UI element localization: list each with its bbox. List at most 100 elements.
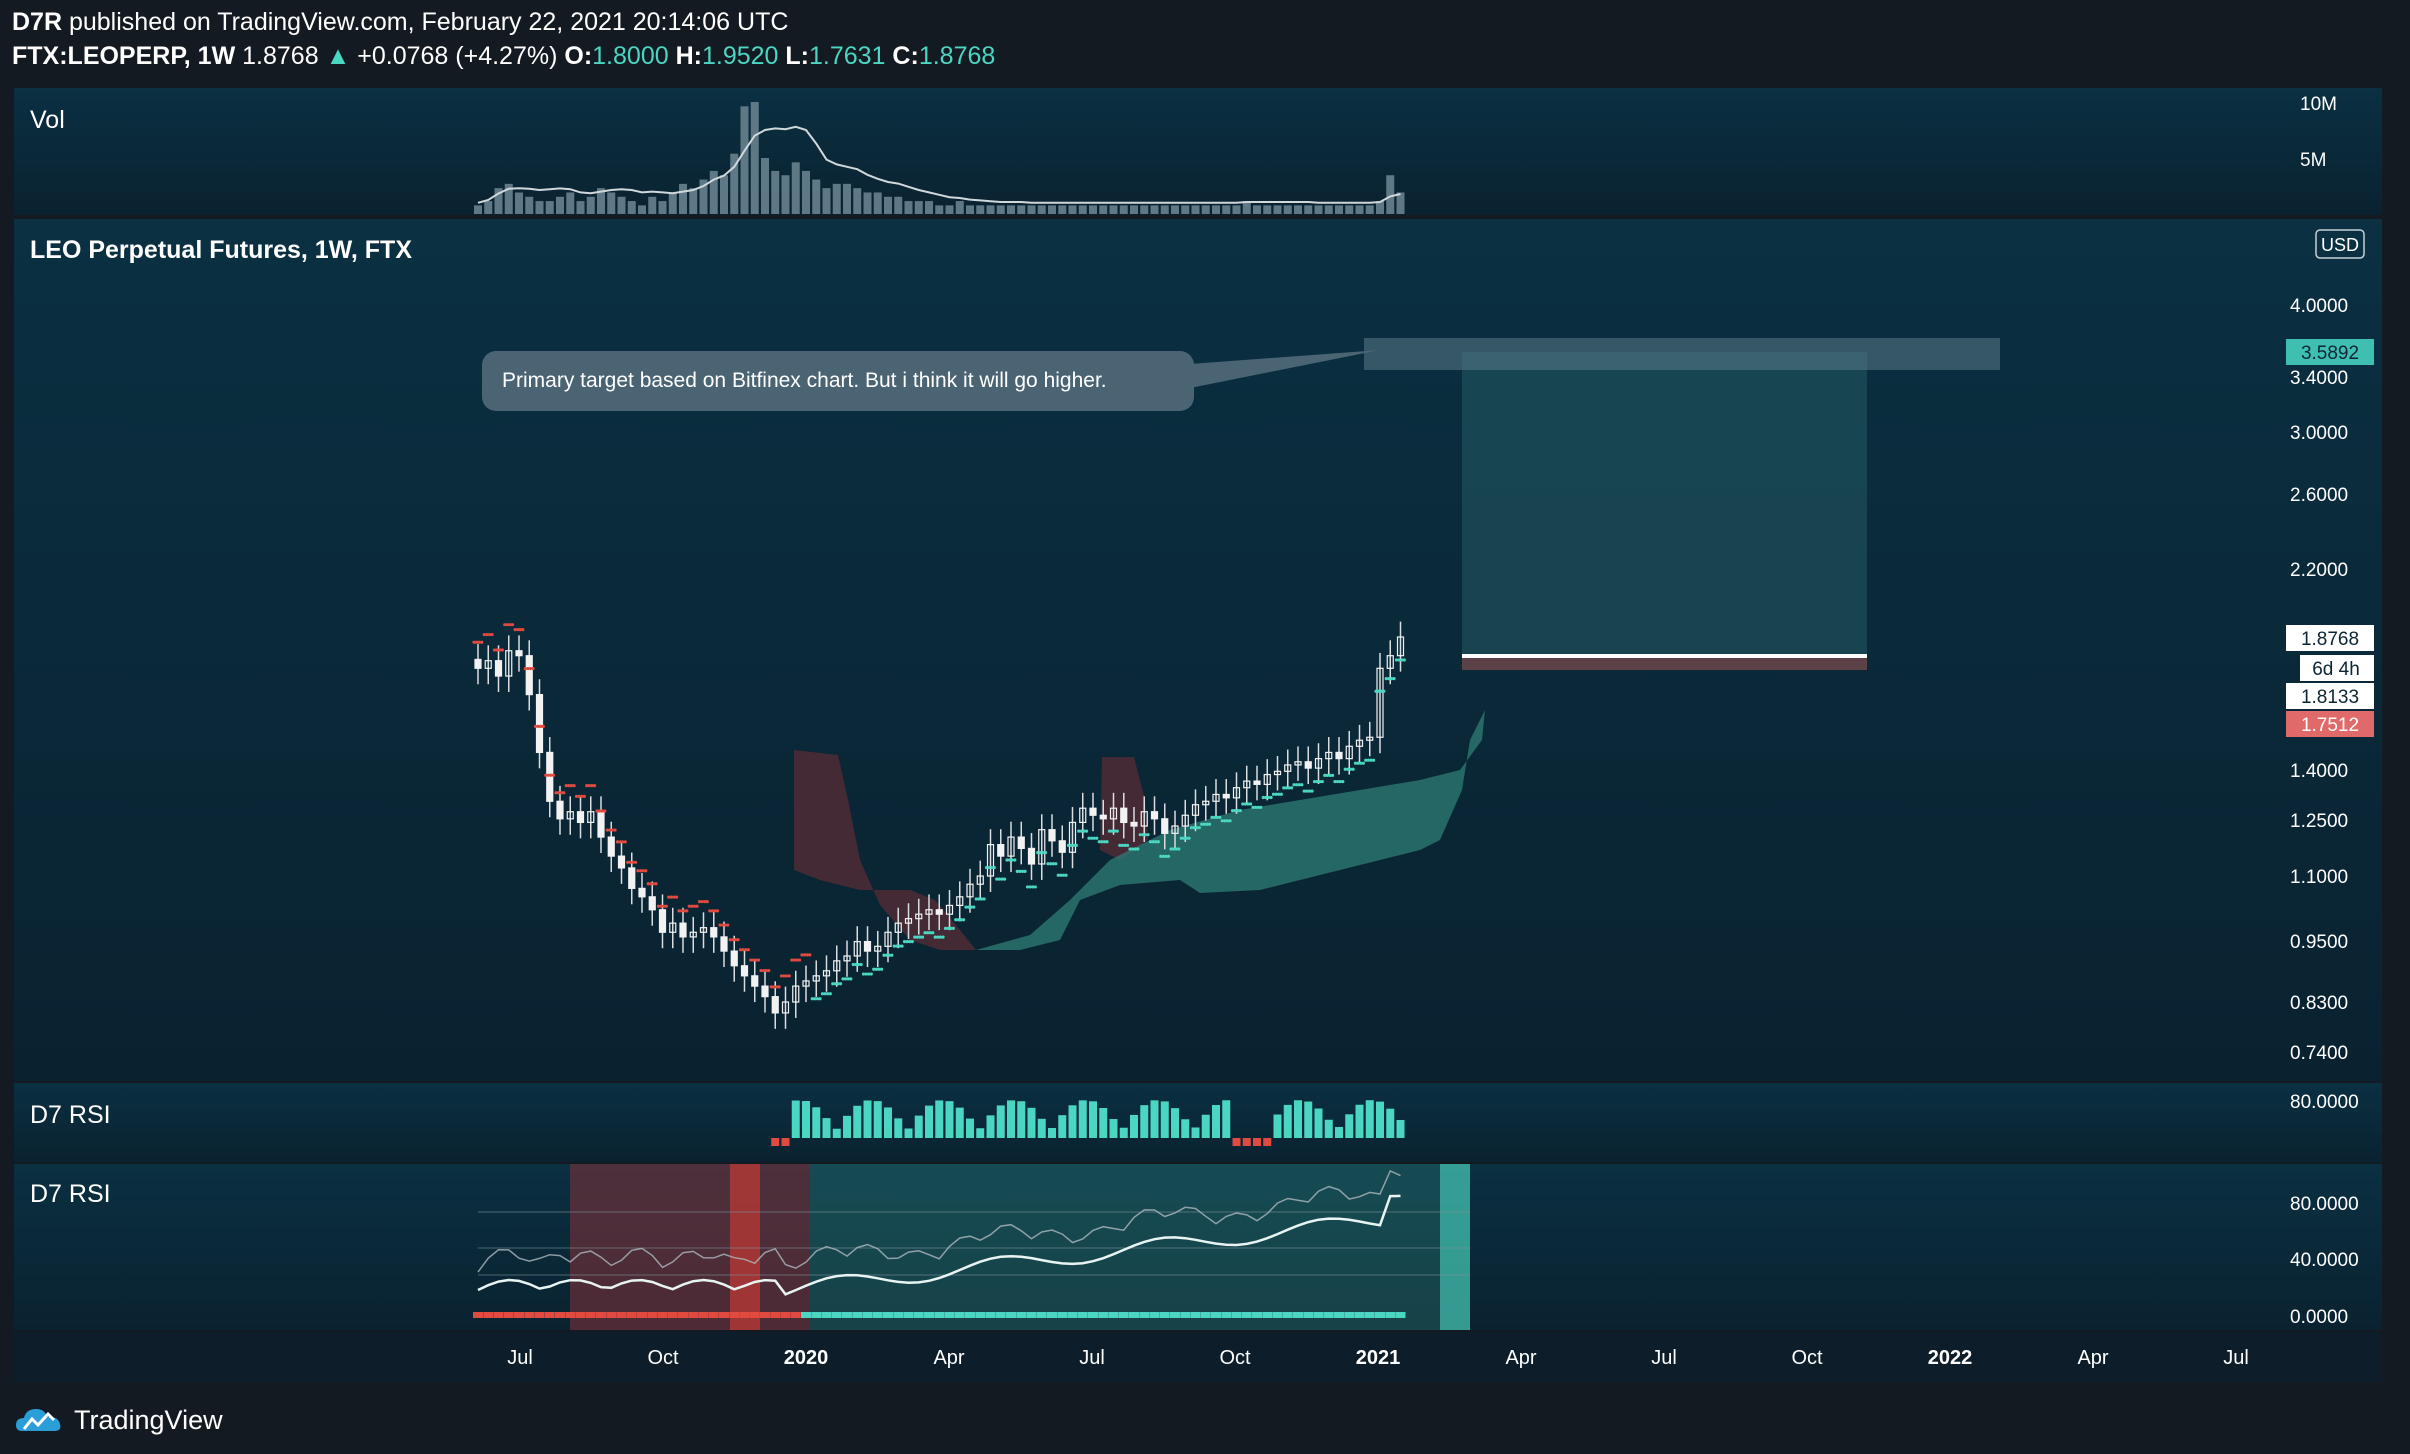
stop-dot [1338,779,1342,784]
stop-dot [823,992,827,996]
volume-bar [904,201,913,214]
currency-badge[interactable] [2315,229,2365,259]
main-panel[interactable] [14,219,2382,1081]
rsi-hist-bar [771,1138,780,1146]
vol-panel-title: Vol [30,106,65,134]
volume-ma-line [477,125,1401,204]
rsi-state-cell [1354,1312,1365,1318]
candle-body [1171,825,1179,834]
candle-body [669,922,677,933]
stop-dot [785,974,789,978]
rsi-hist-bar [1253,1138,1261,1146]
rsi-state-cell [1057,1312,1068,1318]
volume-bar [966,205,974,214]
stop-dot [1277,792,1281,796]
stop-dot [1018,869,1022,873]
stop-dot [1402,658,1406,662]
rsi-state-cell [1108,1312,1119,1318]
stop-dot [1353,761,1358,765]
time-tick-12: Jul [2223,1347,2249,1369]
stop-dot [982,897,986,901]
stop-dot [1397,658,1401,662]
stop-dot [1031,885,1035,889]
rsi-hist-bar [832,1128,841,1138]
stop-dot [762,968,766,973]
candle-body [925,909,933,915]
rsi-panel-2[interactable] [14,1164,2382,1330]
candle-series[interactable] [472,621,1406,1029]
stop-dot [1400,658,1404,662]
rsi-bear-strong [730,1164,760,1330]
stop-dot [1151,840,1155,844]
stop-dot [931,931,935,935]
stop-dot [797,958,802,962]
stop-dot [539,724,543,728]
volume-bar [925,201,933,214]
candle-body [1120,807,1128,824]
stop-dot [1297,783,1301,787]
rsi-main-line [477,1194,1401,1296]
stop-dot [1197,826,1201,830]
stop-dot [592,784,597,788]
volume-bar [576,201,585,214]
rsi-state-cell [1190,1312,1201,1318]
candle-body [792,985,800,1003]
stop-dot [936,935,940,939]
stop-dot [613,828,617,832]
rsi1-tick-80: 80.0000 [2290,1092,2359,1113]
annotation-box[interactable] [482,351,1194,411]
publisher-name[interactable]: D7R [12,8,63,36]
stop-dot [1028,885,1032,889]
candle-body [1366,736,1374,741]
stop-dot [654,882,658,886]
rsi-hist-bar [986,1115,995,1138]
stop-dot [646,882,650,886]
stop-dot [813,997,817,1001]
stop-dot [1300,783,1304,787]
vol-panel[interactable] [14,88,2382,215]
rsi-state-cell [657,1312,668,1318]
volume-series [474,102,1405,214]
stop-dot [736,938,740,942]
stop-dot [777,985,781,989]
stop-dot [892,944,896,948]
stop-dot [946,926,950,930]
stop-dot [1156,840,1160,844]
stop-dot [636,869,640,873]
time-axis-strip[interactable] [14,1332,2382,1382]
candle-body [863,940,872,952]
price-axis[interactable]: 4.0000 3.4000 3.0000 2.6000 2.2000 1.4000 1.25… [2290,296,2348,1064]
stop-dot [677,909,681,913]
stop-dot [726,923,730,927]
stop-dot [518,628,522,632]
stop-dot [1374,689,1378,693]
rsi-state-cell [985,1312,996,1318]
symbol-name[interactable]: FTX:LEOPERP, 1W [12,42,236,70]
stop-dot [1261,795,1265,800]
volume-bar [853,188,862,214]
stop-dot [1072,843,1076,847]
volume-bar [771,170,780,214]
time-axis[interactable]: Jul Oct 2020 Apr Jul Oct 2021 Apr Jul Oct 2022 Apr J… [507,1347,2249,1369]
rsi-state-cell [575,1312,586,1318]
rsi-panel-1[interactable] [14,1083,2382,1162]
stop-dot [938,935,943,939]
stop-dot [1292,783,1296,787]
stop-dot [482,633,486,637]
stop-dot [879,967,884,971]
stop-dot [531,666,535,671]
stop-dot [669,895,673,899]
tradingview-footer[interactable]: TradingView [14,1400,223,1440]
time-tick-7: Apr [1505,1347,1536,1369]
stop-dot [1323,773,1327,777]
stop-dot [1159,854,1163,858]
stop-dot [1287,786,1291,790]
stop-dot [1333,779,1337,784]
volume-bar [597,188,605,214]
stop-dot [746,948,750,952]
rsi-hist-bar [904,1128,913,1138]
rsi-state-cell [1221,1312,1232,1318]
publish-header: D7R published on TradingView.com, Februa… [12,8,788,37]
volume-bar [976,205,985,214]
